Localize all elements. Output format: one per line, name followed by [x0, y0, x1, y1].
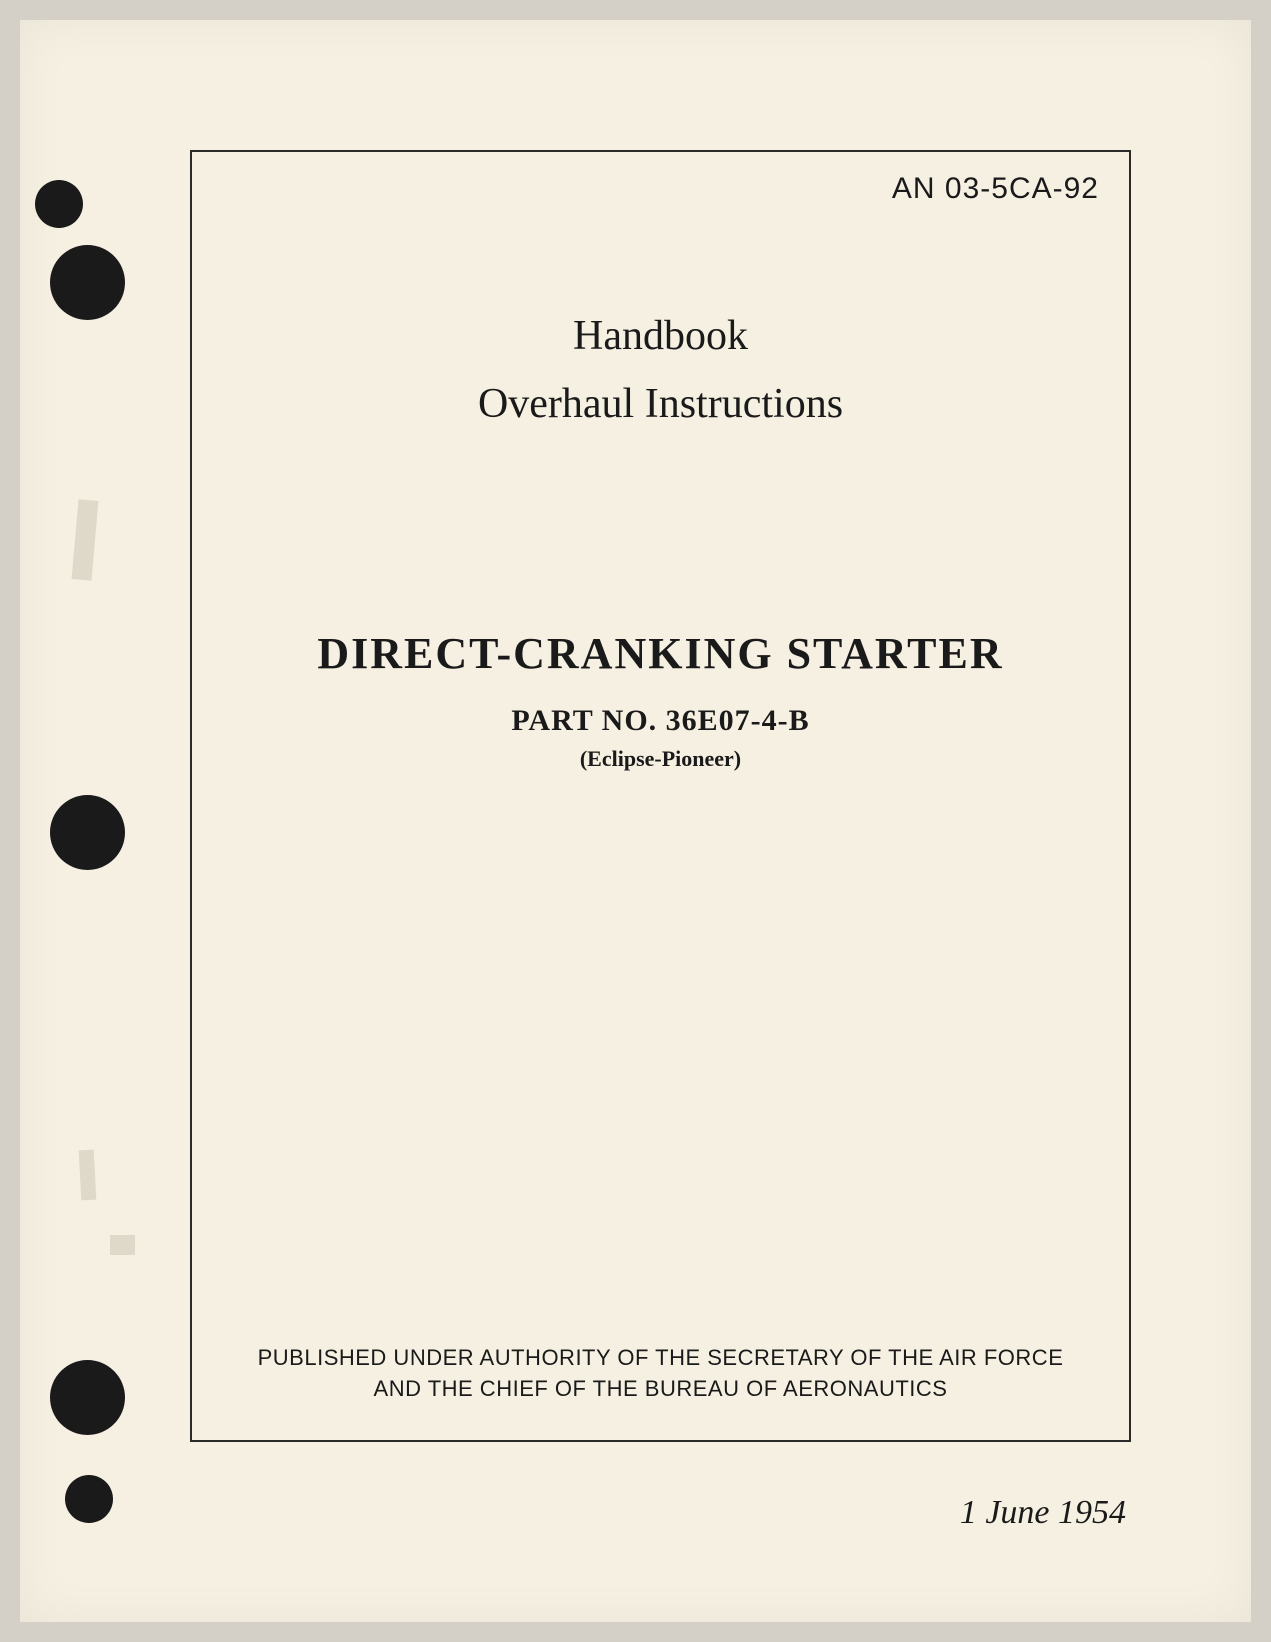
content-frame: AN 03-5CA-92 Handbook Overhaul Instructi…	[190, 150, 1131, 1442]
punch-hole	[50, 795, 125, 870]
manufacturer-label: (Eclipse-Pioneer)	[232, 746, 1089, 772]
part-number: PART NO. 36E07-4-B	[232, 704, 1089, 738]
punch-hole	[65, 1475, 113, 1523]
document-number: AN 03-5CA-92	[892, 172, 1099, 206]
punch-hole	[50, 245, 125, 320]
punch-hole	[35, 180, 83, 228]
publication-date: 1 June 1954	[960, 1494, 1126, 1532]
main-title: DIRECT-CRANKING STARTER	[232, 628, 1089, 679]
document-page: AN 03-5CA-92 Handbook Overhaul Instructi…	[20, 20, 1251, 1622]
authority-line-2: AND THE CHIEF OF THE BUREAU OF AERONAUTI…	[374, 1376, 948, 1401]
overhaul-instructions-label: Overhaul Instructions	[232, 380, 1089, 428]
authority-line-1: PUBLISHED UNDER AUTHORITY OF THE SECRETA…	[258, 1345, 1064, 1370]
publication-authority: PUBLISHED UNDER AUTHORITY OF THE SECRETA…	[232, 1343, 1089, 1405]
scan-artifact	[72, 499, 99, 580]
scan-artifact	[110, 1235, 135, 1255]
handbook-label: Handbook	[232, 312, 1089, 360]
punch-hole	[50, 1360, 125, 1435]
scan-artifact	[79, 1150, 97, 1201]
